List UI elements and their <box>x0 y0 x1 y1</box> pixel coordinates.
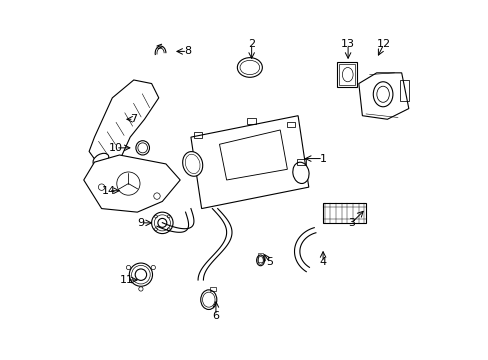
Text: 6: 6 <box>212 311 219 321</box>
Text: 9: 9 <box>137 218 144 228</box>
Bar <box>247 118 255 124</box>
Ellipse shape <box>292 162 308 184</box>
Bar <box>257 253 263 262</box>
Text: 12: 12 <box>376 39 390 49</box>
Bar <box>399 80 408 102</box>
Text: 2: 2 <box>247 39 255 49</box>
Polygon shape <box>83 155 180 212</box>
Polygon shape <box>358 73 408 119</box>
Bar <box>339 64 354 85</box>
Bar <box>337 62 356 87</box>
Ellipse shape <box>183 152 203 176</box>
Polygon shape <box>89 80 159 167</box>
Text: 14: 14 <box>102 186 116 196</box>
Bar <box>297 159 305 165</box>
Text: 4: 4 <box>319 257 326 267</box>
Ellipse shape <box>126 265 130 270</box>
Text: 10: 10 <box>109 143 122 153</box>
Polygon shape <box>190 116 308 208</box>
Ellipse shape <box>93 153 108 166</box>
Bar <box>286 122 295 127</box>
Text: 3: 3 <box>347 218 354 228</box>
Ellipse shape <box>139 287 143 291</box>
Text: 7: 7 <box>130 114 137 124</box>
Bar <box>193 132 202 138</box>
Ellipse shape <box>129 263 152 286</box>
Ellipse shape <box>151 212 173 234</box>
Text: 1: 1 <box>319 154 326 163</box>
Polygon shape <box>219 130 287 180</box>
Text: 13: 13 <box>341 39 354 49</box>
Text: 11: 11 <box>120 275 133 285</box>
Text: 5: 5 <box>265 257 272 267</box>
Text: 8: 8 <box>183 46 190 57</box>
Ellipse shape <box>151 265 155 270</box>
Bar <box>209 287 216 292</box>
Bar <box>323 203 365 223</box>
